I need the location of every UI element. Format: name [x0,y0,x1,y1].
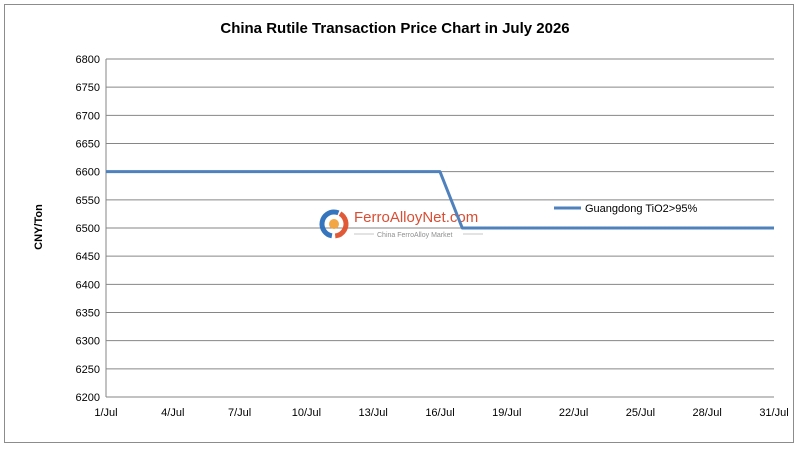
y-tick-label: 6550 [76,195,100,207]
x-tick-label: 25/Jul [626,407,655,419]
legend: Guangdong TiO2>95% [554,203,697,215]
y-axis-label: CNY/Ton [33,204,45,250]
x-tick-label: 1/Jul [94,407,117,419]
watermark-logo-icon [319,209,349,239]
series-line-0 [106,170,774,230]
x-tick-label: 13/Jul [359,407,388,419]
watermark: FerroAlloyNet.com China FerroAlloy Marke… [319,209,483,239]
y-tick-label: 6400 [76,279,100,291]
x-tick-label: 10/Jul [292,407,321,419]
x-tick-label: 16/Jul [425,407,454,419]
x-tick-label: 28/Jul [693,407,722,419]
y-tick-label: 6600 [76,167,100,179]
watermark-brand: FerroAlloyNet.com [354,209,478,226]
x-tick-label: 7/Jul [228,407,251,419]
y-tick-label: 6700 [76,110,100,122]
axes [105,59,774,398]
y-tick-label: 6500 [76,223,100,235]
chart-frame: China Rutile Transaction Price Chart in … [4,4,794,443]
y-axis-ticks: 6200 6250 6300 6350 6400 6450 6500 6550 6600 6650… [76,54,100,404]
y-tick-label: 6300 [76,336,100,348]
y-tick-label: 6750 [76,82,100,94]
y-tick-label: 6800 [76,54,100,66]
y-tick-label: 6200 [76,392,100,404]
chart-title: China Rutile Transaction Price Chart in … [220,20,569,37]
x-axis-ticks: 1/Jul 4/Jul 7/Jul 10/Jul 13/Jul 16/Jul 19/Jul 2… [94,407,788,419]
x-tick-label: 31/Jul [759,407,788,419]
y-tick-label: 6350 [76,308,100,320]
y-tick-label: 6650 [76,139,100,151]
x-tick-label: 19/Jul [492,407,521,419]
gridlines [106,58,774,370]
x-tick-label: 22/Jul [559,407,588,419]
watermark-tagline: China FerroAlloy Market [377,232,453,239]
chart-canvas: China Rutile Transaction Price Chart in … [33,20,789,419]
x-tick-label: 4/Jul [161,407,184,419]
legend-label: Guangdong TiO2>95% [585,203,697,215]
y-tick-label: 6450 [76,251,100,263]
series-lines [106,170,774,230]
y-tick-label: 6250 [76,364,100,376]
